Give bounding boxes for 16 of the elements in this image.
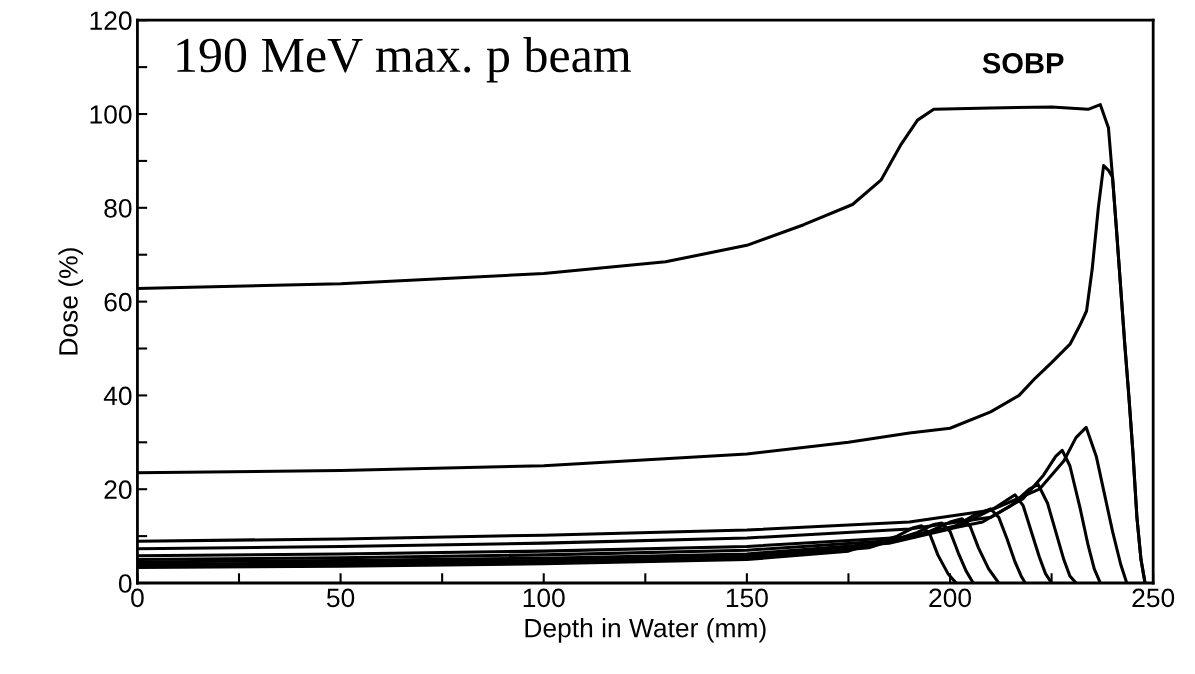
annotation: 190 MeV max. p beam bbox=[177, 37, 631, 83]
y-tick-label: 80 bbox=[104, 198, 132, 218]
y-tick-label: 20 bbox=[104, 480, 132, 500]
y-tick-label: 60 bbox=[104, 292, 132, 312]
y-axis-title: Dose (%) bbox=[58, 248, 83, 355]
x-tick-label: 250 bbox=[1132, 588, 1175, 608]
y-tick-label: 100 bbox=[90, 105, 132, 124]
x-tick-label: 50 bbox=[326, 588, 355, 608]
x-tick-label: 150 bbox=[726, 588, 768, 608]
x-tick-label: 200 bbox=[929, 588, 972, 608]
y-tick-label: 120 bbox=[90, 11, 132, 31]
x-tick-label: 100 bbox=[523, 588, 565, 608]
x-axis-title: Depth in Water (mm) bbox=[525, 618, 766, 643]
y-tick-label: 40 bbox=[103, 386, 132, 406]
y-tick-label: 0 bbox=[118, 574, 132, 593]
annotation: SOBP bbox=[982, 52, 1064, 74]
